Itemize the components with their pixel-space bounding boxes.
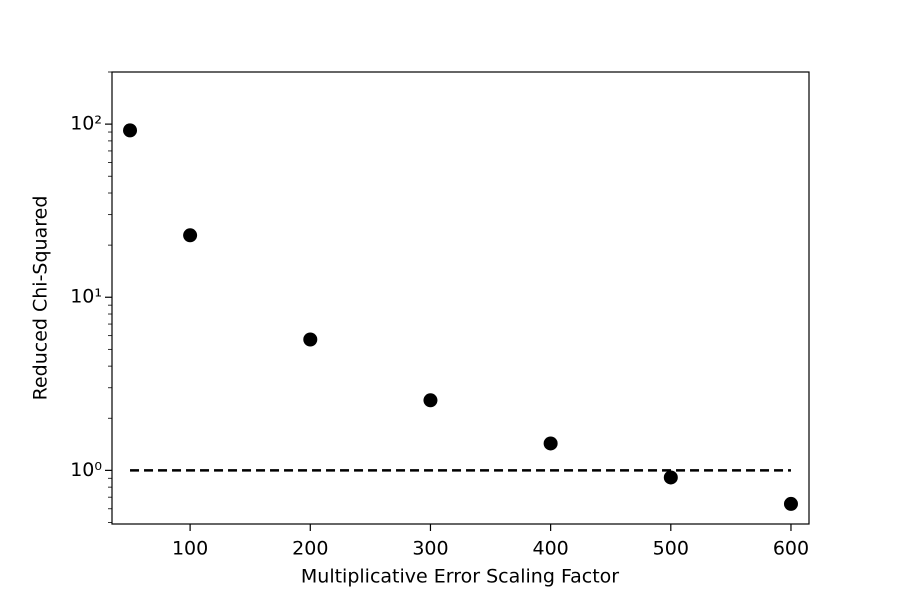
x-tick-label: 100 <box>172 538 208 560</box>
x-tick-label: 400 <box>532 538 568 560</box>
point <box>783 496 798 511</box>
point <box>123 123 138 138</box>
y-tick-label: 10¹ <box>70 286 102 308</box>
point <box>183 228 198 243</box>
point <box>423 393 438 408</box>
y-tick-label: 10² <box>70 113 102 135</box>
x-tick-label: 600 <box>773 538 809 560</box>
x-tick-label: 300 <box>412 538 448 560</box>
x-tick-label: 500 <box>653 538 689 560</box>
y-axis-label: Reduced Chi-Squared <box>30 196 52 401</box>
x-axis-label: Multiplicative Error Scaling Factor <box>301 566 619 588</box>
x-tick-label: 200 <box>292 538 328 560</box>
plot-frame <box>111 71 810 525</box>
point <box>303 332 318 347</box>
point <box>663 470 678 485</box>
point <box>543 436 558 451</box>
y-tick-label: 10⁰ <box>70 459 102 481</box>
